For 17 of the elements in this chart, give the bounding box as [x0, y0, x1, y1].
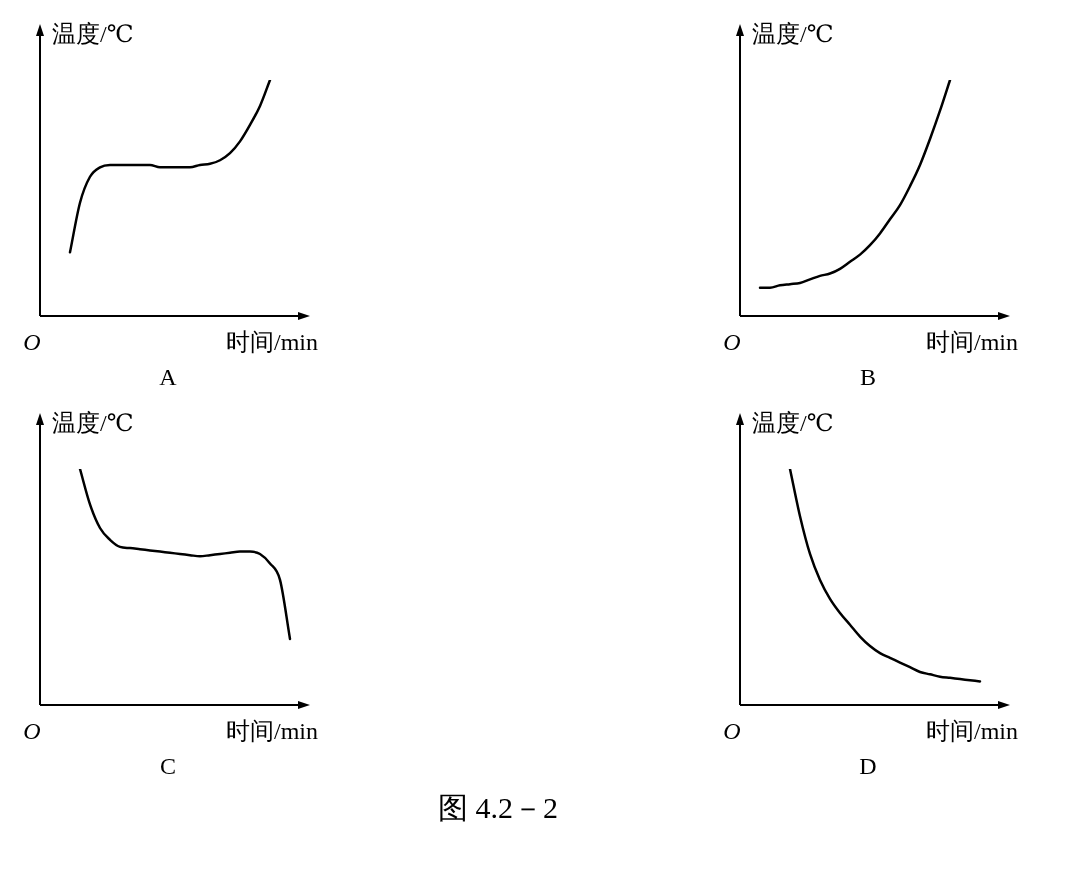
text: O — [23, 329, 41, 355]
text: B — [859, 364, 877, 391]
text: C — [159, 753, 177, 780]
x-axis-title: 时间/min — [225, 329, 318, 355]
x-axis-title: 时间/min — [225, 718, 318, 744]
caption: 图 4.2－2 — [437, 790, 559, 826]
y-axis-title: 温度/℃ — [52, 21, 134, 47]
y-axis-title: 温度/℃ — [752, 21, 834, 47]
text: D — [858, 753, 878, 780]
text: O — [723, 718, 741, 744]
text: O — [723, 329, 741, 355]
x-axis-title: 时间/min — [925, 718, 1018, 744]
y-axis-title: 温度/℃ — [752, 410, 834, 436]
text: O — [23, 718, 41, 744]
y-axis-title: 温度/℃ — [52, 410, 134, 436]
text: A — [158, 364, 178, 391]
x-axis-title: 时间/min — [925, 329, 1018, 355]
